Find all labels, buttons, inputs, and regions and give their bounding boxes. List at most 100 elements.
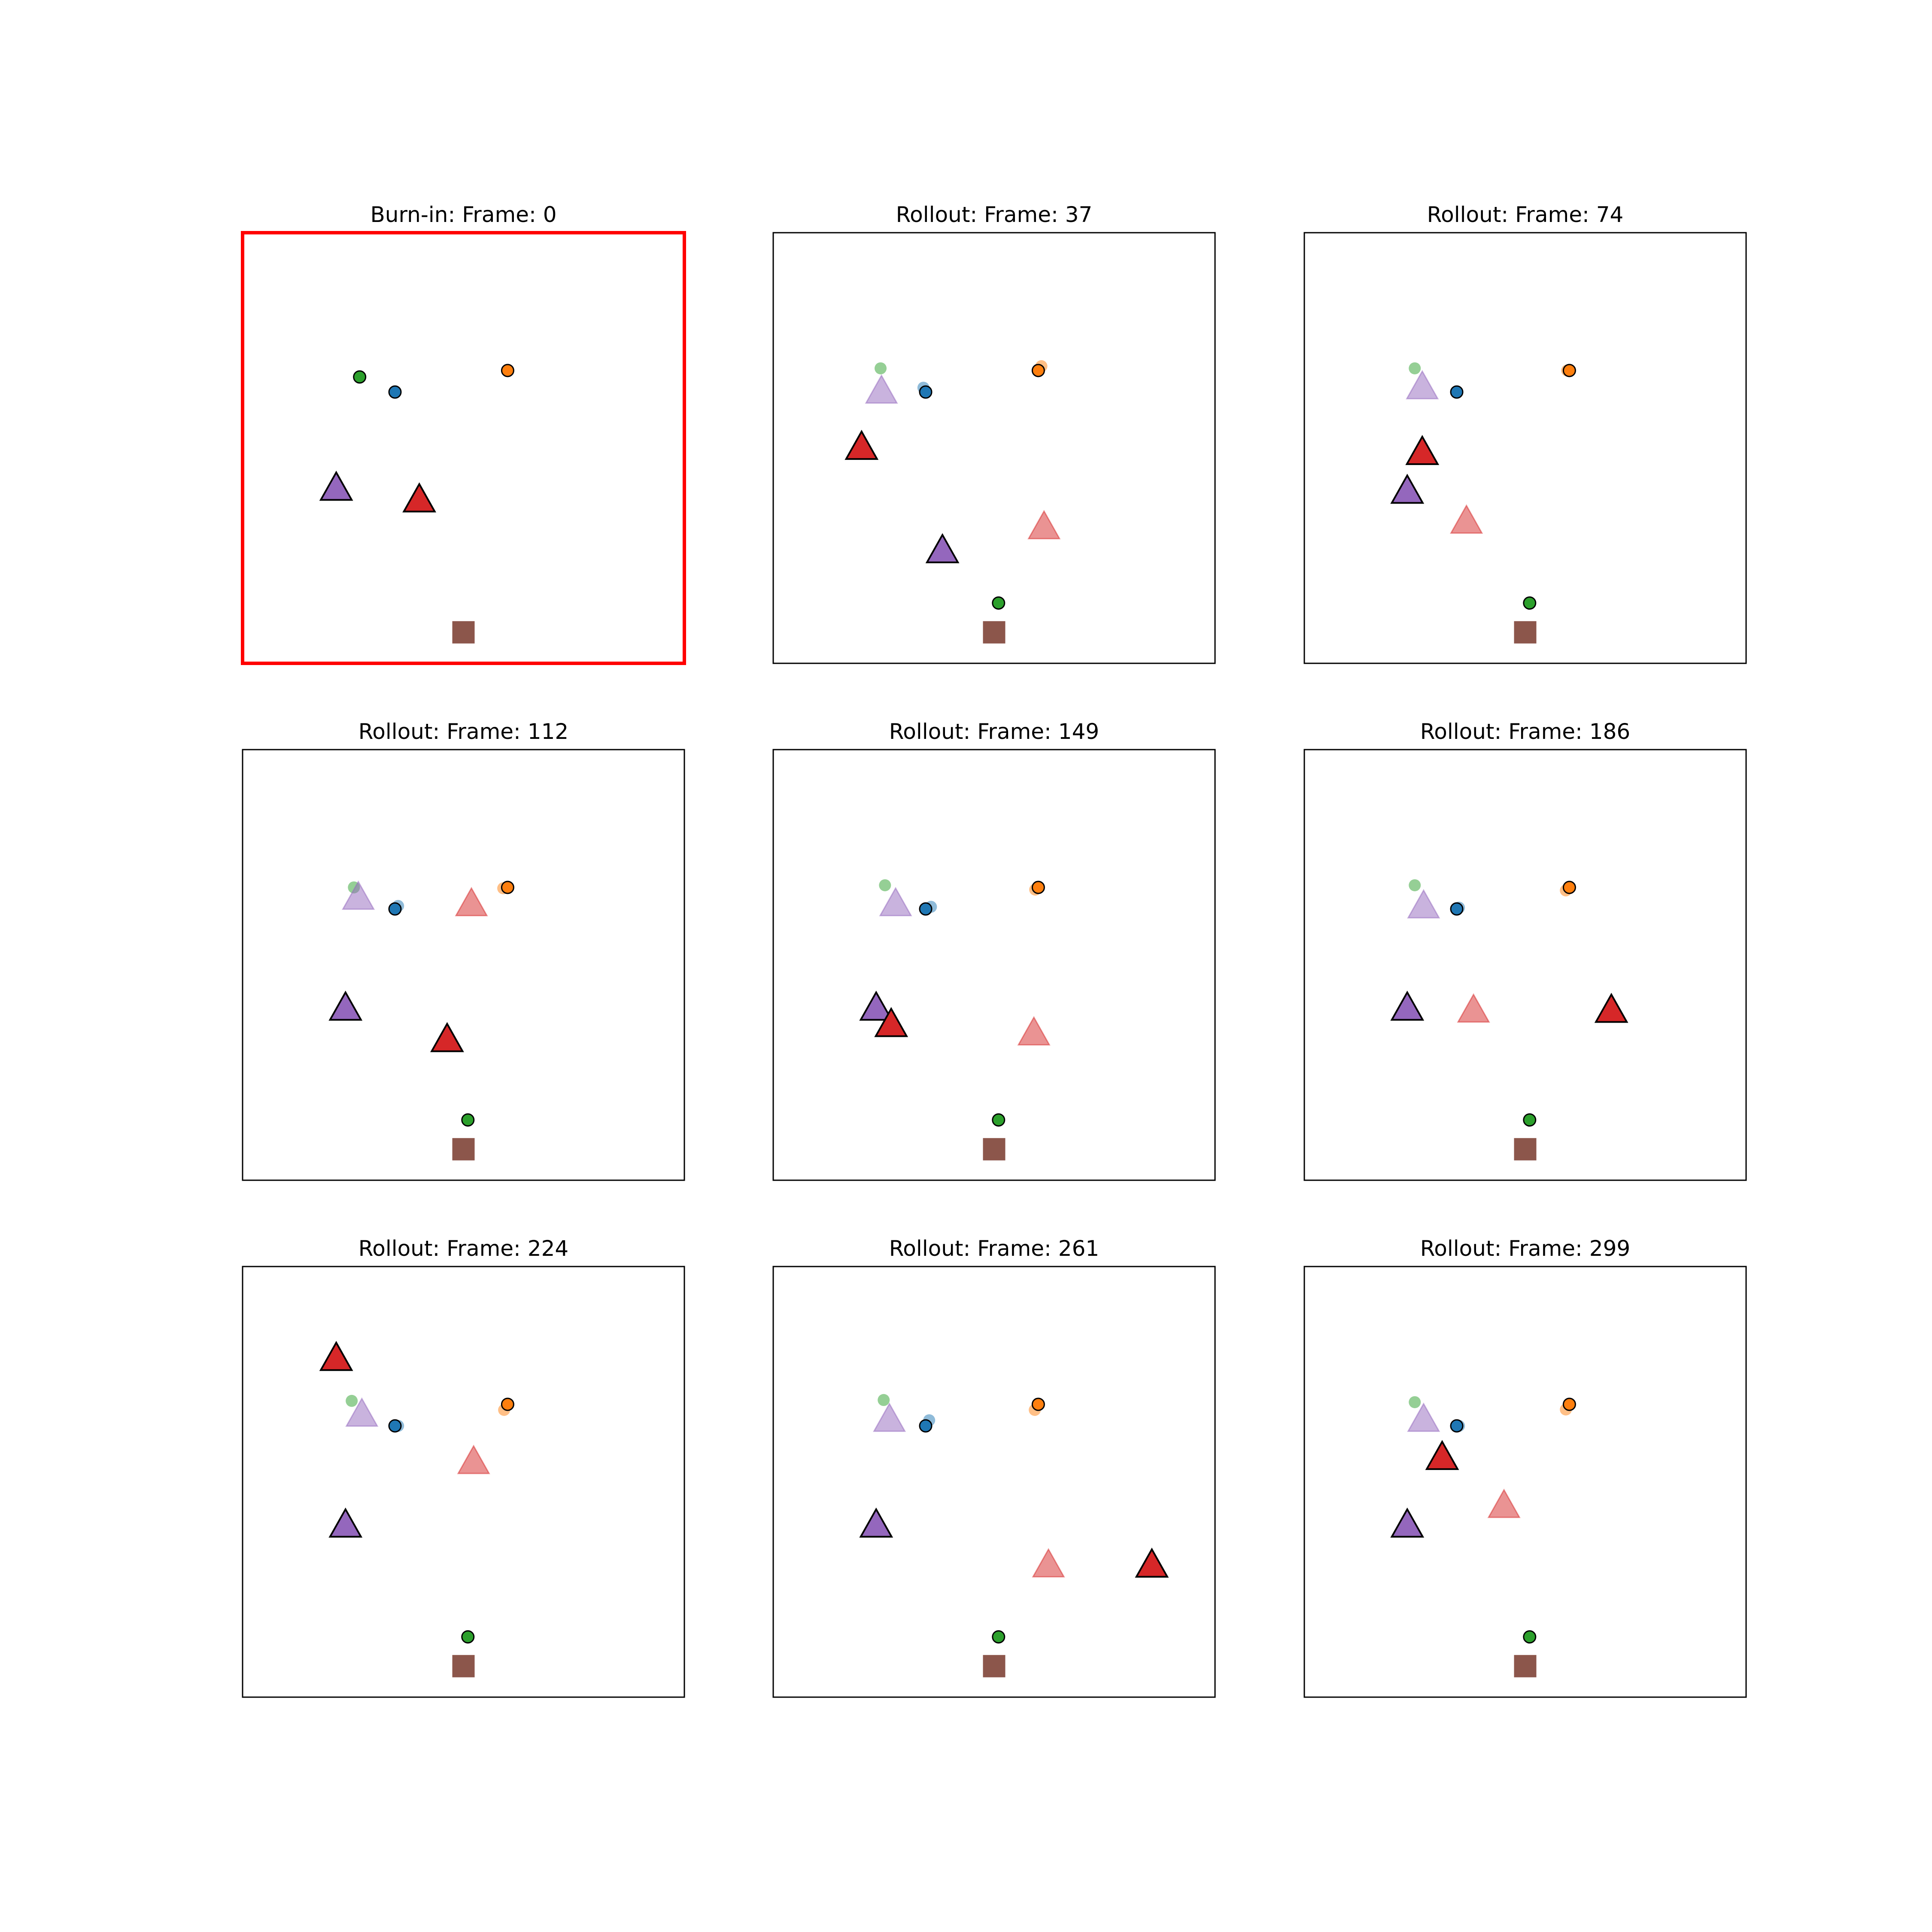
ghost-red-triangle-marker bbox=[1457, 993, 1490, 1023]
brown-square-marker bbox=[1514, 1138, 1537, 1160]
green-circle-marker bbox=[1523, 1630, 1537, 1644]
panel-title: Rollout: Frame: 299 bbox=[1420, 1236, 1630, 1261]
orange-circle-marker bbox=[501, 881, 514, 894]
ghost-purple-triangle-marker bbox=[342, 880, 375, 910]
orange-circle-marker bbox=[1031, 364, 1045, 377]
panel-title: Rollout: Frame: 224 bbox=[358, 1236, 568, 1261]
orange-circle-marker bbox=[1031, 881, 1045, 894]
panel-6: Rollout: Frame: 224 bbox=[242, 1236, 685, 1698]
blue-circle-marker bbox=[919, 385, 933, 399]
axes-frame bbox=[242, 1266, 685, 1698]
red-triangle-marker bbox=[874, 1007, 908, 1037]
panel-title: Rollout: Frame: 74 bbox=[1427, 202, 1624, 227]
axes-frame bbox=[242, 749, 685, 1181]
blue-circle-marker bbox=[919, 1419, 933, 1433]
green-circle-marker bbox=[1523, 1113, 1537, 1127]
green-circle-marker bbox=[992, 1630, 1005, 1644]
brown-square-marker bbox=[452, 1138, 475, 1160]
panel-2: Rollout: Frame: 74 bbox=[1303, 202, 1747, 664]
orange-circle-marker bbox=[1562, 364, 1576, 377]
ghost-green-circle-marker bbox=[346, 1394, 358, 1407]
blue-circle-marker bbox=[1450, 902, 1464, 916]
panel-1: Rollout: Frame: 37 bbox=[772, 202, 1216, 664]
purple-triangle-marker bbox=[859, 1507, 893, 1538]
purple-triangle-marker bbox=[1390, 1507, 1425, 1538]
panel-title: Rollout: Frame: 186 bbox=[1420, 719, 1630, 744]
panel-title: Rollout: Frame: 149 bbox=[889, 719, 1099, 744]
panel-title: Rollout: Frame: 37 bbox=[896, 202, 1093, 227]
red-triangle-marker bbox=[1405, 435, 1440, 465]
orange-circle-marker bbox=[1562, 881, 1576, 894]
green-circle-marker bbox=[1523, 596, 1537, 610]
purple-triangle-marker bbox=[1390, 990, 1425, 1021]
blue-circle-marker bbox=[1450, 385, 1464, 399]
axes-frame bbox=[1303, 749, 1747, 1181]
ghost-red-triangle-marker bbox=[1032, 1548, 1065, 1578]
panel-8: Rollout: Frame: 299 bbox=[1303, 1236, 1747, 1698]
ghost-purple-triangle-marker bbox=[865, 374, 898, 404]
panel-title: Rollout: Frame: 261 bbox=[889, 1236, 1099, 1261]
ghost-red-triangle-marker bbox=[1450, 504, 1483, 534]
purple-triangle-marker bbox=[328, 990, 363, 1021]
purple-triangle-marker bbox=[859, 990, 893, 1021]
blue-circle-marker bbox=[388, 1419, 402, 1433]
ghost-purple-triangle-marker bbox=[345, 1397, 379, 1427]
brown-square-marker bbox=[983, 1655, 1005, 1677]
red-triangle-marker bbox=[1135, 1547, 1169, 1578]
green-circle-marker bbox=[992, 1113, 1005, 1127]
axes-frame bbox=[1303, 232, 1747, 664]
ghost-green-circle-marker bbox=[1409, 362, 1421, 374]
panel-4: Rollout: Frame: 149 bbox=[772, 719, 1216, 1181]
panel-title: Burn-in: Frame: 0 bbox=[370, 202, 556, 227]
ghost-green-circle-marker bbox=[878, 1394, 890, 1406]
axes-frame bbox=[772, 232, 1216, 664]
brown-square-marker bbox=[1514, 1655, 1537, 1677]
purple-triangle-marker bbox=[925, 533, 960, 563]
ghost-green-circle-marker bbox=[875, 362, 887, 374]
ghost-purple-triangle-marker bbox=[1406, 370, 1439, 400]
green-circle-marker bbox=[461, 1630, 475, 1644]
orange-circle-marker bbox=[1031, 1397, 1045, 1411]
red-triangle-marker bbox=[319, 1341, 353, 1371]
panel-5: Rollout: Frame: 186 bbox=[1303, 719, 1747, 1181]
orange-circle-marker bbox=[501, 364, 514, 377]
panel-3: Rollout: Frame: 112 bbox=[242, 719, 685, 1181]
blue-circle-marker bbox=[388, 385, 402, 399]
highlight-frame bbox=[241, 231, 686, 665]
brown-square-marker bbox=[983, 1138, 1005, 1160]
panel-7: Rollout: Frame: 261 bbox=[772, 1236, 1216, 1698]
ghost-green-circle-marker bbox=[1409, 879, 1421, 891]
brown-square-marker bbox=[452, 621, 475, 644]
axes-frame bbox=[1303, 1266, 1747, 1698]
green-circle-marker bbox=[461, 1113, 475, 1127]
red-triangle-marker bbox=[844, 430, 879, 460]
ghost-red-triangle-marker bbox=[1027, 510, 1061, 540]
axes-frame bbox=[772, 749, 1216, 1181]
brown-square-marker bbox=[1514, 621, 1537, 644]
ghost-purple-triangle-marker bbox=[873, 1402, 906, 1432]
brown-square-marker bbox=[983, 621, 1005, 644]
orange-circle-marker bbox=[501, 1397, 514, 1411]
purple-triangle-marker bbox=[1390, 474, 1425, 504]
red-triangle-marker bbox=[402, 482, 437, 513]
red-triangle-marker bbox=[430, 1022, 464, 1052]
axes-frame bbox=[772, 1266, 1216, 1698]
ghost-purple-triangle-marker bbox=[879, 887, 912, 917]
orange-circle-marker bbox=[1562, 1397, 1576, 1411]
blue-circle-marker bbox=[919, 902, 933, 916]
brown-square-marker bbox=[452, 1655, 475, 1677]
ghost-red-triangle-marker bbox=[455, 887, 488, 917]
green-circle-marker bbox=[353, 370, 367, 384]
red-triangle-marker bbox=[1425, 1440, 1459, 1470]
ghost-green-circle-marker bbox=[879, 879, 891, 891]
green-circle-marker bbox=[992, 596, 1005, 610]
panel-title: Rollout: Frame: 112 bbox=[358, 719, 568, 744]
ghost-purple-triangle-marker bbox=[1407, 889, 1440, 919]
ghost-red-triangle-marker bbox=[1017, 1016, 1051, 1046]
panel-0: Burn-in: Frame: 0 bbox=[241, 202, 686, 665]
blue-circle-marker bbox=[388, 902, 402, 916]
ghost-green-circle-marker bbox=[1409, 1396, 1421, 1408]
blue-circle-marker bbox=[1450, 1419, 1464, 1433]
ghost-red-triangle-marker bbox=[1487, 1488, 1521, 1518]
